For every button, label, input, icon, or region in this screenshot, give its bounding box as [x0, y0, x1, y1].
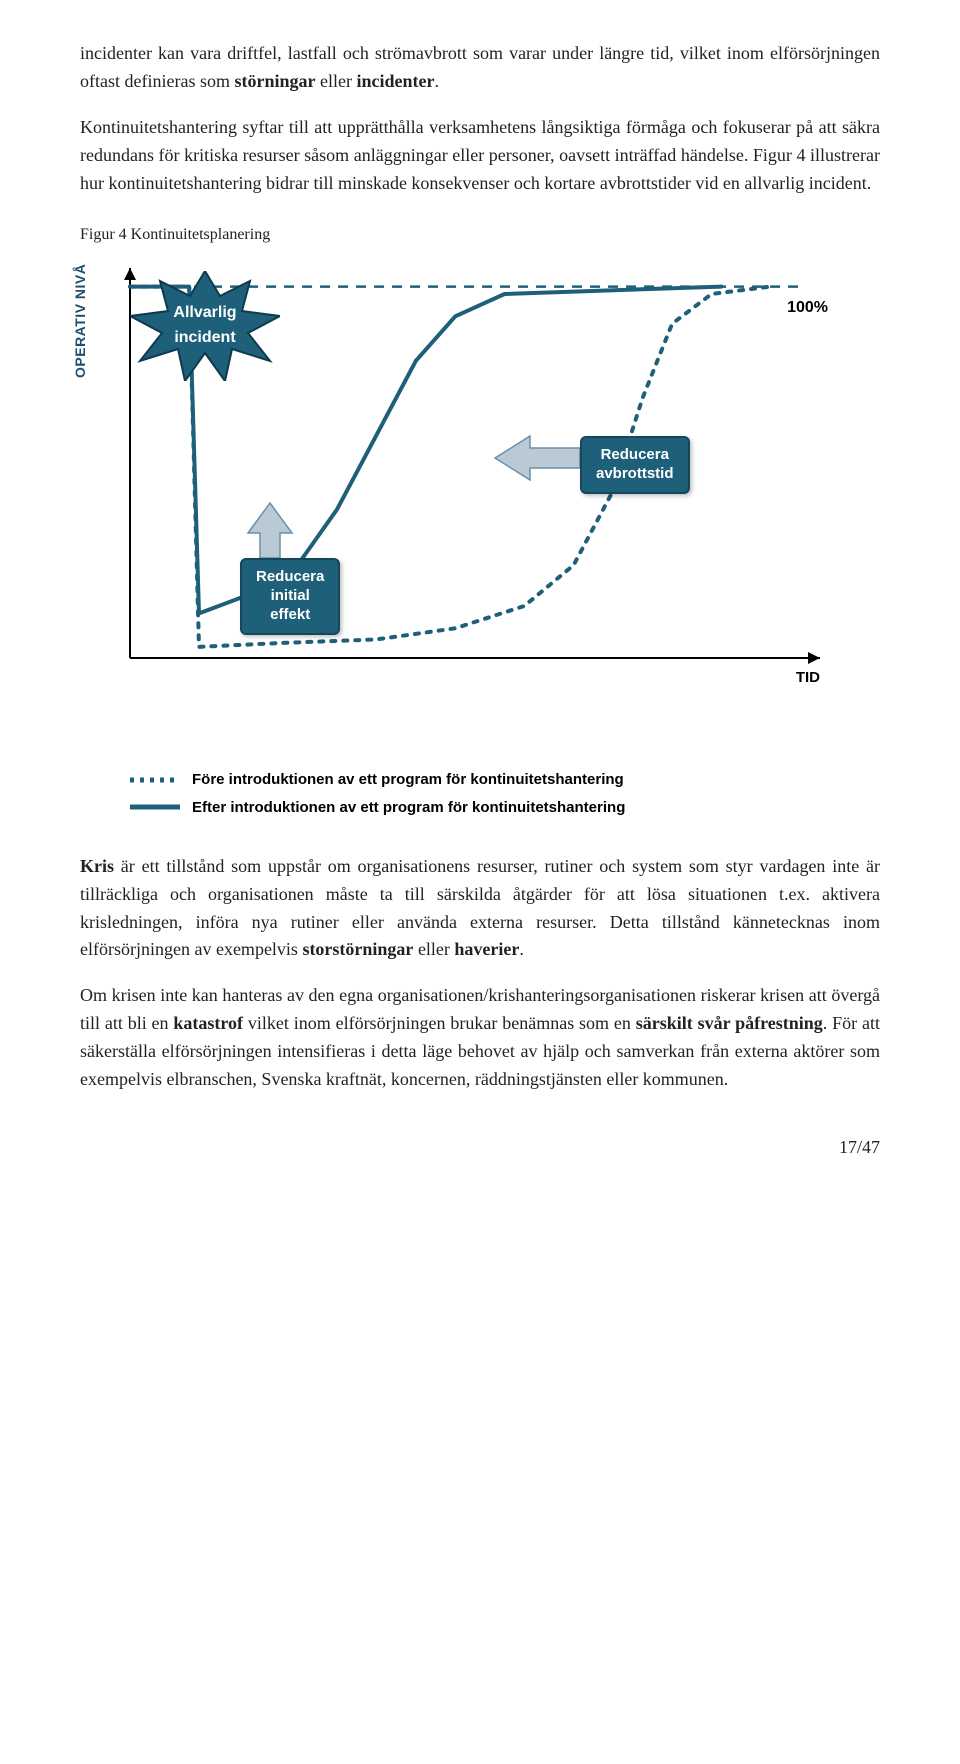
paragraph-4: Om krisen inte kan hanteras av den egna … [80, 982, 880, 1094]
bold: storstörningar [302, 939, 413, 959]
chart-legend: Före introduktionen av ett program för k… [130, 768, 880, 819]
callout-line: effekt [270, 606, 310, 623]
hundred-percent-label: 100% [787, 296, 828, 321]
text: vilket inom elförsörjningen brukar benäm… [243, 1013, 636, 1033]
callout-line: Reducera [256, 568, 324, 585]
bold: haverier [454, 939, 519, 959]
callout-reduce-initial: Reducera initial effekt [240, 558, 340, 634]
bold: särskilt svår påfrestning [636, 1013, 823, 1033]
bold: störningar [234, 71, 315, 91]
paragraph-1: incidenter kan vara driftfel, lastfall o… [80, 40, 880, 96]
legend-row-after: Efter introduktionen av ett program för … [130, 796, 880, 819]
burst-line1: Allvarlig [173, 304, 236, 321]
text: eller [315, 71, 356, 91]
x-axis-label: TID [796, 666, 820, 689]
text: . [519, 939, 524, 959]
paragraph-2: Kontinuitetshantering syftar till att up… [80, 114, 880, 198]
callout-reduce-downtime: Reducera avbrottstid [580, 436, 690, 494]
legend-text-after: Efter introduktionen av ett program för … [192, 796, 625, 819]
text: incidenter kan vara driftfel, lastfall o… [80, 43, 880, 91]
callout-line: initial [271, 587, 310, 604]
paragraph-3: Kris är ett tillstånd som uppstår om org… [80, 853, 880, 965]
legend-text-before: Före introduktionen av ett program för k… [192, 768, 624, 791]
legend-row-before: Före introduktionen av ett program för k… [130, 768, 880, 791]
burst-line2: incident [174, 329, 235, 346]
bold: Kris [80, 856, 114, 876]
bold: katastrof [173, 1013, 243, 1033]
page-number: 17/47 [80, 1134, 880, 1162]
figure-caption: Figur 4 Kontinuitetsplanering [80, 223, 880, 248]
callout-line: Reducera [601, 446, 669, 463]
bold: incidenter [356, 71, 434, 91]
text: eller [413, 939, 454, 959]
callout-line: avbrottstid [596, 465, 674, 482]
continuity-chart: OPERATIV NIVÅ Allvarlig incident 100% Re… [80, 258, 840, 738]
incident-burst: Allvarlig incident [135, 276, 275, 376]
text: . [434, 71, 439, 91]
